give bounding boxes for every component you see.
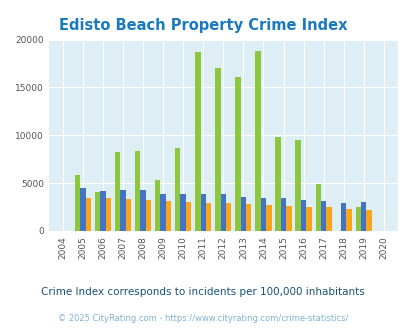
Bar (266, 205, 271, 231)
Bar (215, 68, 220, 231)
Bar (245, 204, 251, 231)
Bar (195, 52, 200, 231)
Bar (80, 188, 85, 231)
Text: Edisto Beach Property Crime Index: Edisto Beach Property Crime Index (59, 18, 346, 33)
Bar (115, 151, 120, 231)
Bar (175, 148, 180, 231)
Bar (155, 180, 160, 231)
Bar (185, 202, 191, 231)
Bar (275, 137, 280, 231)
Bar (205, 203, 211, 231)
Bar (134, 150, 140, 231)
Bar (94, 192, 100, 231)
Bar (75, 176, 80, 231)
Bar (280, 198, 286, 231)
Bar (200, 194, 205, 231)
Bar (140, 190, 145, 231)
Bar (126, 199, 131, 231)
Bar (295, 140, 300, 231)
Bar (286, 206, 291, 231)
Bar (85, 197, 91, 231)
Bar (305, 207, 311, 231)
Bar (120, 190, 126, 231)
Bar (220, 194, 226, 231)
Bar (345, 209, 351, 231)
Bar (360, 202, 366, 231)
Bar (320, 201, 326, 231)
Bar (160, 194, 165, 231)
Bar (240, 197, 245, 231)
Bar (100, 191, 105, 231)
Bar (260, 197, 266, 231)
Bar (355, 207, 360, 231)
Bar (315, 184, 320, 231)
Bar (105, 198, 111, 231)
Bar (326, 207, 331, 231)
Bar (340, 203, 345, 231)
Bar (300, 200, 305, 231)
Text: Crime Index corresponds to incidents per 100,000 inhabitants: Crime Index corresponds to incidents per… (41, 287, 364, 297)
Text: © 2025 CityRating.com - https://www.cityrating.com/crime-statistics/: © 2025 CityRating.com - https://www.city… (58, 314, 347, 323)
Bar (180, 194, 185, 231)
Bar (255, 51, 260, 231)
Bar (165, 201, 171, 231)
Bar (226, 203, 231, 231)
Bar (234, 77, 240, 231)
Bar (366, 210, 371, 231)
Bar (145, 200, 151, 231)
